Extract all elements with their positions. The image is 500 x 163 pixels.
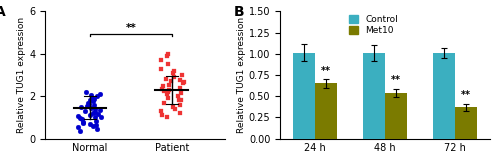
Point (169, 105, 177, 108)
Point (178, 82, 186, 85)
Point (160, 90, 168, 92)
Point (76, 117, 84, 120)
Text: B: B (234, 5, 244, 19)
Point (76, 130, 84, 132)
Point (160, 101, 168, 104)
Point (164, 91, 172, 93)
Point (86, 122, 94, 125)
Point (97, 116, 105, 119)
Text: A: A (0, 5, 6, 19)
Point (164, 63, 172, 66)
Text: **: ** (321, 66, 331, 76)
Bar (315, 83, 338, 139)
Y-axis label: Relative TUG1 expression: Relative TUG1 expression (17, 17, 26, 133)
Point (82, 91, 90, 93)
Point (171, 108, 179, 110)
Point (156, 110, 164, 112)
Point (90, 103, 98, 106)
Point (89, 100, 97, 103)
Point (86, 99, 94, 102)
Y-axis label: Relative TUG1 expression: Relative TUG1 expression (237, 17, 246, 133)
Point (162, 78, 170, 81)
Point (84, 101, 92, 104)
Point (83, 104, 91, 107)
Point (90, 98, 98, 101)
Point (88, 97, 96, 100)
Point (170, 76, 178, 78)
Point (164, 52, 172, 55)
Point (174, 99, 182, 102)
Point (74, 126, 82, 128)
Point (81, 110, 89, 112)
Point (158, 59, 166, 61)
Point (92, 119, 100, 122)
Bar (432, 53, 455, 139)
Bar (292, 53, 315, 139)
Point (178, 74, 186, 76)
Point (156, 67, 164, 70)
Point (168, 72, 176, 74)
Point (92, 128, 100, 130)
Point (92, 108, 100, 110)
Text: **: ** (391, 75, 401, 85)
Point (89, 112, 97, 114)
Point (90, 125, 98, 127)
Point (163, 55, 171, 57)
Point (163, 116, 171, 119)
Text: **: ** (461, 90, 471, 100)
Point (94, 113, 102, 115)
Point (166, 80, 174, 83)
Point (78, 118, 86, 121)
Point (177, 92, 185, 94)
Point (176, 103, 184, 106)
Point (158, 87, 166, 90)
Point (160, 84, 168, 87)
Point (79, 121, 87, 124)
Text: **: ** (126, 23, 136, 33)
Point (158, 114, 166, 117)
Point (86, 114, 94, 117)
Point (77, 105, 85, 108)
Point (92, 111, 100, 113)
Point (94, 95, 102, 97)
Point (176, 99, 184, 102)
Point (176, 112, 184, 114)
Bar (385, 93, 407, 139)
Point (176, 86, 184, 89)
Bar (362, 53, 385, 139)
Point (174, 95, 182, 97)
Point (165, 89, 173, 91)
Point (165, 83, 173, 86)
Point (90, 116, 98, 119)
Point (78, 120, 86, 123)
Bar (455, 107, 477, 139)
Point (74, 115, 82, 118)
Legend: Control, Met10: Control, Met10 (348, 13, 400, 37)
Point (96, 109, 104, 111)
Point (96, 93, 104, 95)
Point (84, 102, 92, 105)
Point (163, 93, 171, 95)
Point (164, 97, 172, 100)
Point (87, 107, 95, 109)
Point (86, 94, 94, 96)
Point (170, 69, 178, 72)
Point (92, 124, 100, 126)
Point (176, 79, 184, 82)
Point (180, 81, 188, 84)
